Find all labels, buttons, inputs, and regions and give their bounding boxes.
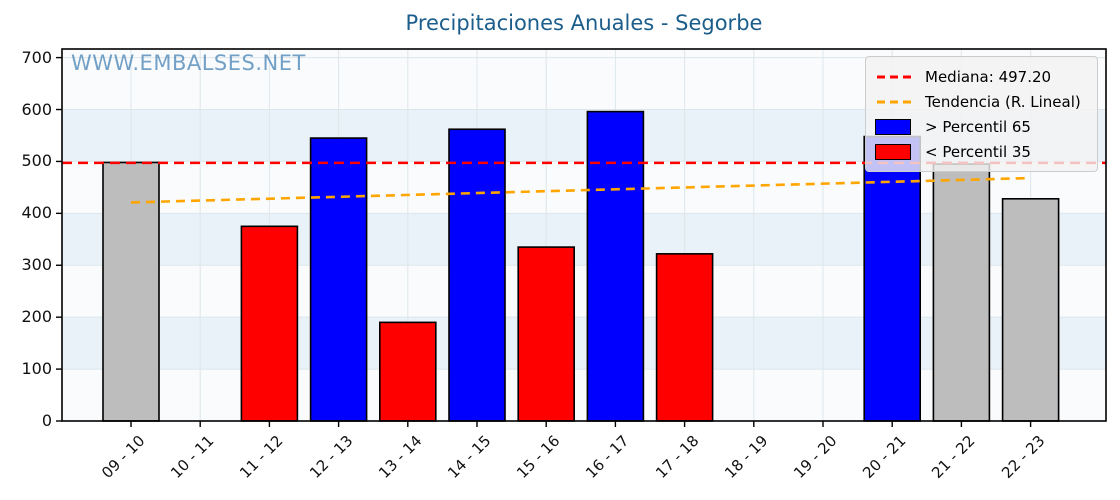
legend-row-percentil65: > Percentil 65 (875, 114, 1088, 139)
y-tick-label-700: 700 (21, 47, 52, 67)
bar-17-18 (655, 253, 714, 422)
bar-15-16 (517, 246, 576, 422)
legend-row-trend: Tendencia (R. Lineal) (875, 89, 1088, 114)
legend-row-percentil35: < Percentil 35 (875, 139, 1088, 164)
legend-label-percentil65: > Percentil 65 (925, 117, 1031, 136)
legend-row-median: Mediana: 497.20 (875, 64, 1088, 89)
y-tick-label-600: 600 (21, 99, 52, 119)
y-tick-label-200: 200 (21, 307, 52, 327)
median-dashed-line-sample (875, 74, 915, 80)
y-tick-label-400: 400 (21, 203, 52, 223)
background-stripe (62, 213, 1106, 266)
legend-label-median: Mediana: 497.20 (925, 67, 1052, 86)
bar-21-22 (932, 163, 991, 422)
percentil35-patch-sample (875, 143, 915, 160)
legend-label-percentil35: < Percentil 35 (925, 142, 1031, 161)
watermark-text: WWW.EMBALSES.NET (71, 51, 306, 75)
trend-dashed-line-sample (875, 99, 915, 105)
y-tick-label-0: 0 (41, 411, 52, 430)
chart-legend: Mediana: 497.20 Tendencia (R. Lineal) > … (865, 56, 1098, 172)
y-tick-label-100: 100 (21, 359, 52, 379)
y-tick-label-500: 500 (21, 151, 52, 171)
y-tick-label-300: 300 (21, 255, 52, 275)
legend-label-trend: Tendencia (R. Lineal) (925, 92, 1081, 111)
bar-13-14 (378, 321, 437, 422)
background-stripe (62, 317, 1106, 370)
chart-title: Precipitaciones Anuales - Segorbe (405, 11, 763, 35)
bar-12-13 (309, 137, 368, 422)
bar-16-17 (586, 110, 645, 422)
bar-11-12 (240, 225, 299, 422)
bar-14-15 (448, 128, 506, 422)
bar-09-10 (102, 161, 160, 422)
bar-22-23 (1001, 198, 1060, 422)
axes-frame (61, 48, 1107, 422)
percentil65-patch-sample (875, 118, 915, 135)
bar-20-21 (863, 135, 922, 422)
